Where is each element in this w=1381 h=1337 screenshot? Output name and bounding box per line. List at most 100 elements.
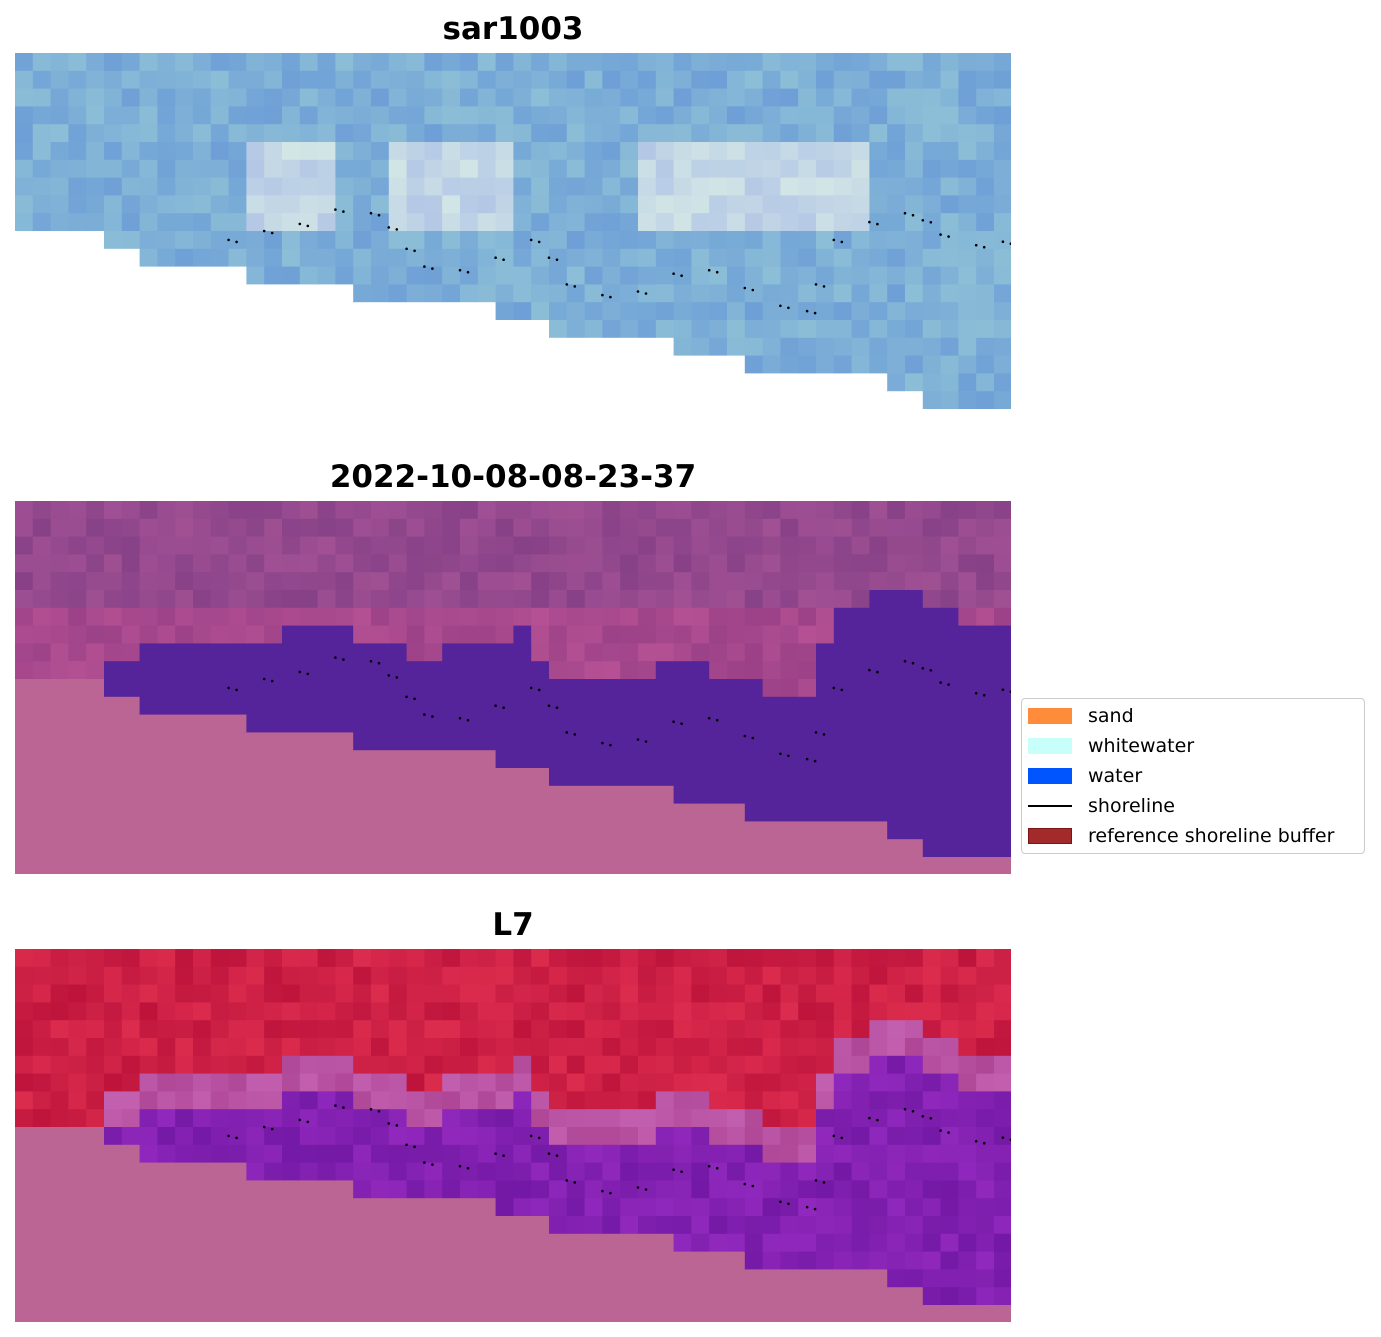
image-pixel (264, 679, 283, 698)
image-pixel (887, 966, 906, 986)
image-pixel (15, 679, 34, 698)
image-pixel (851, 839, 870, 858)
image-pixel (620, 554, 639, 573)
image-pixel (477, 1127, 497, 1146)
image-pixel (104, 106, 123, 125)
image-pixel (922, 1038, 942, 1057)
image-pixel (264, 1073, 283, 1092)
image-pixel (905, 1002, 924, 1021)
image-pixel (940, 1269, 959, 1288)
image-pixel (210, 177, 230, 196)
image-pixel (246, 1020, 265, 1039)
image-pixel (709, 1251, 728, 1270)
image-pixel (922, 768, 942, 787)
image-pixel (655, 70, 675, 90)
image-pixel (905, 984, 924, 1003)
image-pixel (104, 839, 123, 858)
image-pixel (994, 124, 1011, 143)
image-pixel (175, 1269, 194, 1288)
image-pixel (353, 839, 372, 858)
image-pixel (317, 1180, 336, 1199)
image-pixel (246, 785, 265, 805)
image-pixel (922, 1144, 942, 1164)
image-pixel (816, 1144, 835, 1164)
image-pixel (317, 1109, 336, 1128)
image-pixel (353, 1038, 372, 1057)
image-pixel (833, 590, 853, 609)
legend-item-shoreline: shoreline (1028, 795, 1175, 817)
image-pixel (869, 966, 888, 986)
image-pixel (424, 1198, 443, 1217)
image-pixel (210, 266, 230, 285)
image-pixel (531, 984, 550, 1003)
shoreline-dot (939, 1129, 942, 1132)
image-pixel (833, 1216, 853, 1235)
image-pixel (513, 1180, 532, 1199)
image-pixel (833, 1144, 853, 1164)
image-pixel (495, 984, 514, 1003)
image-pixel (727, 679, 746, 698)
image-pixel (388, 839, 408, 858)
image-pixel (816, 857, 835, 874)
image-pixel (193, 821, 212, 840)
image-pixel (282, 88, 301, 107)
image-pixel (210, 1216, 230, 1235)
image-pixel (335, 785, 354, 805)
image-pixel (762, 213, 781, 232)
image-pixel (744, 124, 764, 143)
image-pixel (32, 839, 52, 858)
image-pixel (157, 803, 176, 822)
image-pixel (193, 1251, 212, 1270)
image-pixel (655, 391, 675, 409)
image-pixel (175, 231, 194, 250)
image-pixel (638, 590, 657, 609)
image-pixel (228, 554, 247, 573)
image-pixel (869, 266, 888, 285)
image-pixel (50, 195, 69, 214)
image-pixel (193, 337, 212, 357)
image-pixel (228, 643, 247, 662)
image-pixel (104, 984, 123, 1003)
image-pixel (371, 1091, 390, 1110)
image-pixel (442, 231, 461, 250)
image-pixel (157, 1287, 176, 1306)
image-pixel (549, 714, 568, 733)
image-pixel (869, 1251, 888, 1270)
image-pixel (335, 337, 354, 357)
image-pixel (68, 53, 87, 72)
shoreline-dot (227, 1134, 230, 1138)
image-pixel (406, 213, 425, 232)
image-pixel (477, 1180, 497, 1199)
image-pixel (104, 750, 123, 769)
image-pixel (139, 70, 158, 90)
image-pixel (620, 1198, 639, 1217)
image-pixel (798, 785, 817, 805)
image-pixel (869, 518, 888, 538)
image-pixel (584, 177, 603, 196)
image-pixel (264, 803, 283, 822)
image-pixel (139, 501, 158, 520)
image-pixel (406, 195, 425, 214)
image-pixel (210, 501, 230, 520)
image-pixel (264, 590, 283, 609)
image-pixel (175, 554, 194, 573)
image-pixel (477, 1073, 497, 1092)
image-pixel (157, 248, 176, 268)
image-pixel (691, 714, 710, 733)
image-pixel (638, 106, 657, 125)
image-pixel (940, 1073, 959, 1092)
shoreline-dot (298, 1118, 302, 1122)
image-pixel (406, 554, 425, 573)
image-pixel (816, 355, 835, 374)
image-pixel (335, 1233, 354, 1253)
image-pixel (905, 159, 924, 179)
image-pixel (317, 1216, 336, 1235)
image-pixel (104, 177, 123, 196)
image-pixel (976, 159, 995, 179)
image-pixel (121, 572, 141, 591)
image-pixel (299, 1233, 319, 1253)
image-pixel (86, 355, 105, 374)
image-pixel (744, 803, 764, 822)
image-pixel (228, 320, 247, 339)
shoreline-dot (903, 1107, 907, 1111)
